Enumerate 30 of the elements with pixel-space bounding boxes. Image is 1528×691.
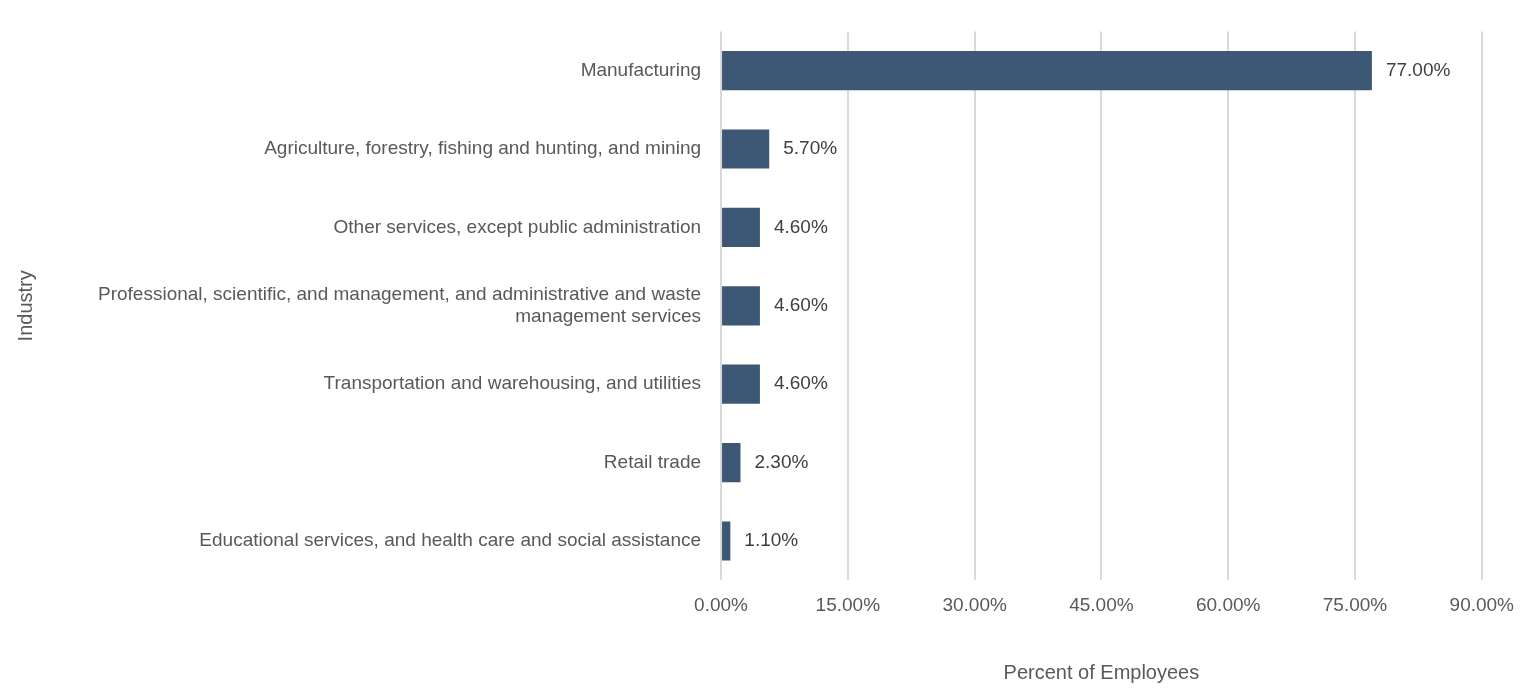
bar (722, 443, 741, 483)
y-tick-label: Agriculture, forestry, fishing and hunting, and mining (264, 137, 702, 159)
bar (722, 364, 760, 404)
x-tick-label: 45.00% (1069, 593, 1134, 615)
bar (722, 129, 770, 169)
y-tick-label: Professional, scientific, and management, and administrative and waste management services (98, 282, 702, 327)
x-tick-label: 30.00% (942, 593, 1007, 615)
data-label: 4.60% (773, 294, 828, 316)
y-tick-label: Retail trade (603, 450, 702, 472)
x-axis-title: Percent of Employees (1003, 660, 1200, 683)
data-label: 4.60% (773, 215, 828, 237)
data-label: 77.00% (1385, 58, 1451, 80)
y-tick-label: Transportation and warehousing, and utilities (323, 372, 702, 394)
data-label: 1.10% (744, 529, 799, 551)
y-tick-label: Other services, except public administration (333, 215, 702, 237)
data-label: 4.60% (773, 372, 828, 394)
x-tick-label: 15.00% (815, 593, 881, 615)
y-axis-title: Industry (13, 270, 36, 342)
x-tick-label: 75.00% (1322, 593, 1388, 615)
bar (722, 207, 760, 247)
y-tick-label: Educational services, and health care and social assistance (199, 529, 702, 551)
bar (722, 51, 1372, 91)
x-tick-label: 0.00% (694, 593, 749, 615)
data-label: 2.30% (754, 450, 809, 472)
bar (722, 521, 731, 561)
y-tick-label: Manufacturing (580, 58, 702, 80)
x-tick-label: 90.00% (1449, 593, 1515, 615)
data-label: 5.70% (783, 137, 838, 159)
x-tick-label: 60.00% (1195, 593, 1261, 615)
bar (722, 286, 760, 326)
